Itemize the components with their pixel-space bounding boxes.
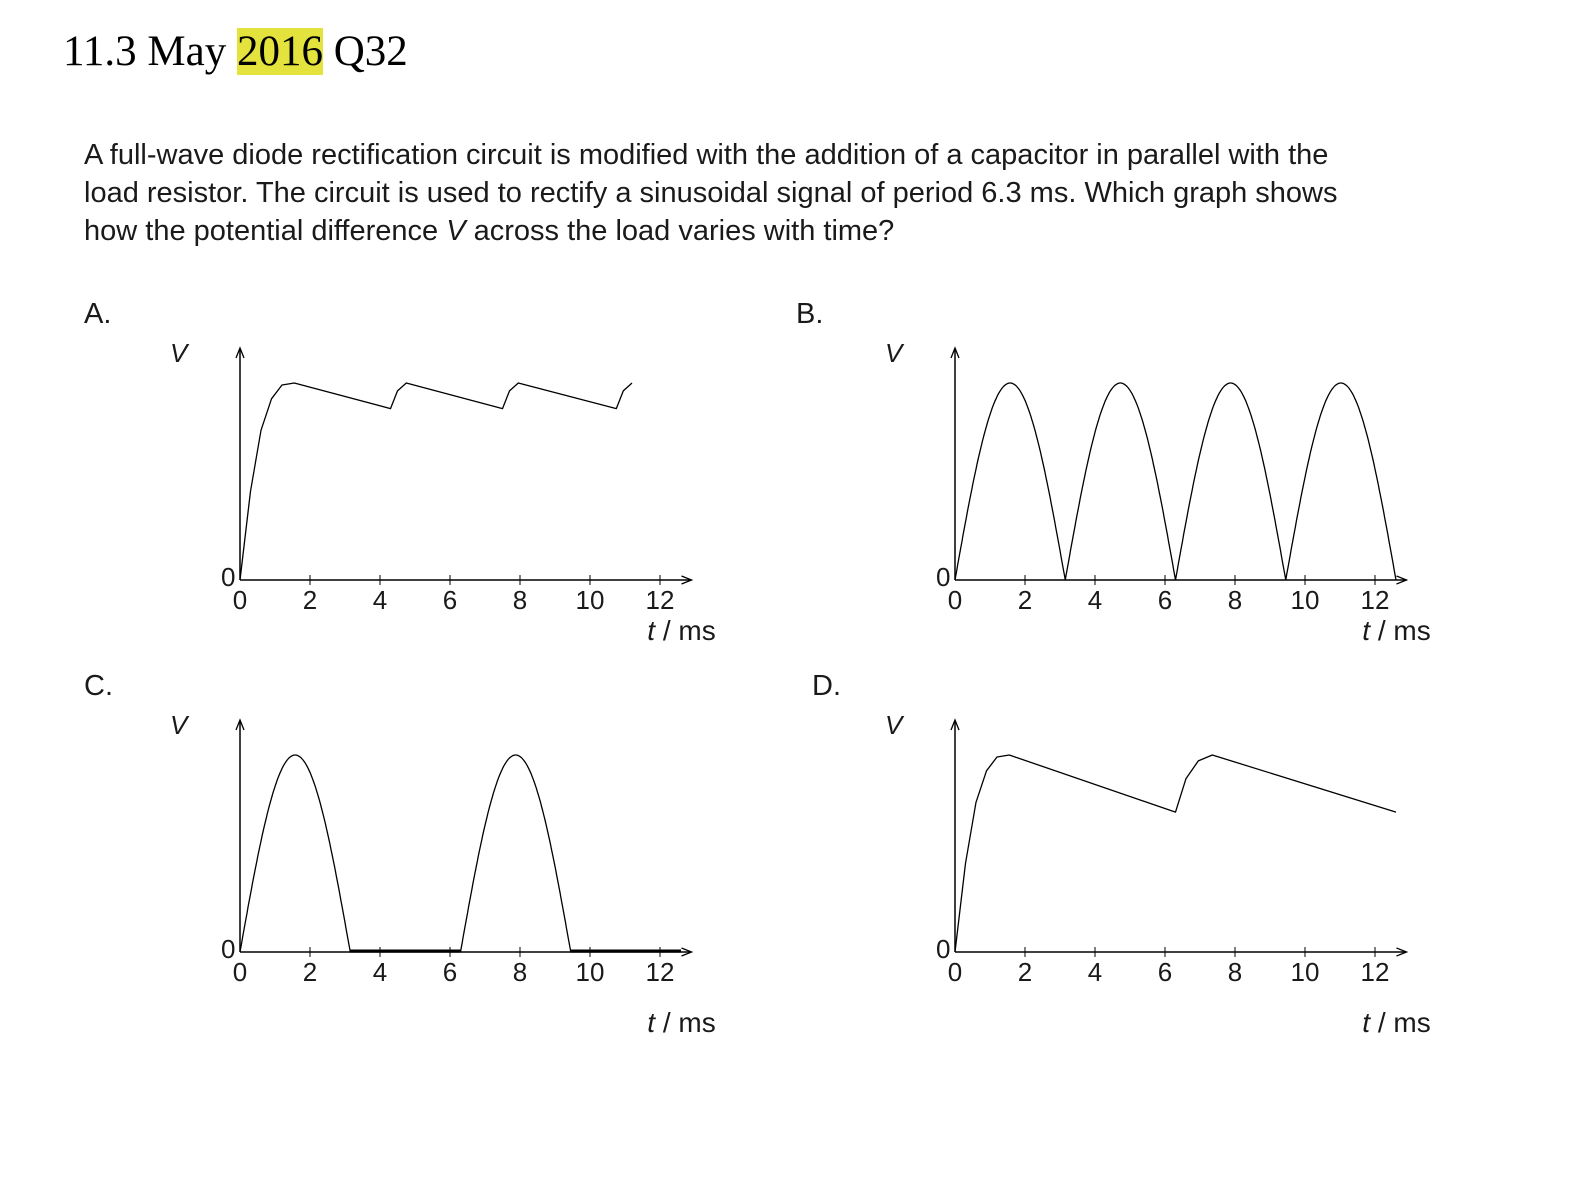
question-line-3-post: across the load varies with time? (465, 215, 895, 247)
data-curve (954, 382, 1397, 581)
x-tick-label: 6 (1158, 957, 1172, 987)
title-prefix: 11.3 May (63, 28, 237, 75)
question-line-1: A full-wave diode rectification circuit … (84, 139, 1329, 171)
x-tick-label: 12 (1361, 957, 1390, 987)
y-axis-label: V (170, 338, 190, 368)
x-axis-arrow (681, 575, 694, 585)
graph-c[interactable]: V 00 2 4 6 8 10 12 t / ms (160, 702, 760, 1062)
title-suffix: Q32 (322, 28, 408, 75)
x-tick-label: 10 (576, 585, 605, 615)
question-line-3: how the potential difference V across th… (84, 212, 1524, 250)
x-tick-label: 4 (1088, 957, 1102, 987)
title-year-highlight: 2016 (236, 28, 323, 75)
x-tick-label: 10 (1291, 585, 1320, 615)
data-curve (954, 754, 1397, 953)
x-tick-label: 8 (513, 585, 527, 615)
graph-d[interactable]: V 00 2 4 6 8 10 12 t / ms (875, 702, 1475, 1062)
x-axis-arrow (681, 947, 694, 957)
origin-label: 0 (936, 934, 950, 964)
x-axis-label: t / ms (1362, 1007, 1430, 1038)
y-axis-arrow (950, 346, 960, 359)
y-axis-label: V (885, 710, 905, 740)
x-tick-label: 12 (646, 957, 675, 987)
x-axis-label: t / ms (647, 1007, 715, 1038)
x-tick-label: 10 (576, 957, 605, 987)
y-axis-label: V (885, 338, 905, 368)
option-b-label[interactable]: B. (796, 298, 824, 330)
graph-b[interactable]: V 00 2 4 6 8 10 12t / ms (875, 330, 1475, 670)
question-line-2: load resistor. The circuit is used to re… (84, 177, 1338, 209)
option-a-label[interactable]: A. (84, 298, 112, 330)
question-title: 11.3 May 2016 Q32 (63, 26, 408, 78)
option-d-label[interactable]: D. (812, 670, 841, 702)
x-tick-label: 0 (948, 585, 962, 615)
question-line-3-pre: how the potential difference (84, 215, 447, 247)
x-tick-label: 4 (373, 957, 387, 987)
x-tick-label: 0 (233, 957, 247, 987)
x-tick-label: 8 (1228, 585, 1242, 615)
x-tick-label: 0 (948, 957, 962, 987)
origin-label: 0 (936, 562, 950, 592)
y-axis-label: V (170, 710, 190, 740)
x-tick-label: 8 (513, 957, 527, 987)
x-tick-label: 2 (1018, 957, 1032, 987)
x-tick-label: 12 (646, 585, 675, 615)
x-tick-label: 6 (1158, 585, 1172, 615)
x-tick-label: 2 (303, 957, 317, 987)
graph-a[interactable]: V 00 2 4 6 8 10 12t / ms (160, 330, 760, 670)
x-tick-label: 6 (443, 585, 457, 615)
x-axis-arrow (1396, 947, 1409, 957)
x-tick-label: 4 (1088, 585, 1102, 615)
x-axis-arrow (1396, 575, 1409, 585)
data-curve (239, 382, 633, 581)
x-tick-label: 2 (303, 585, 317, 615)
x-tick-label: 0 (233, 585, 247, 615)
origin-label: 0 (221, 562, 235, 592)
x-tick-label: 8 (1228, 957, 1242, 987)
x-tick-label: 12 (1361, 585, 1390, 615)
x-tick-label: 2 (1018, 585, 1032, 615)
x-tick-label: 6 (443, 957, 457, 987)
x-axis-label: t / ms (647, 615, 715, 646)
x-tick-label: 10 (1291, 957, 1320, 987)
origin-label: 0 (221, 934, 235, 964)
y-axis-arrow (235, 346, 245, 359)
data-curve (239, 754, 681, 953)
y-axis-arrow (235, 718, 245, 731)
y-axis-arrow (950, 718, 960, 731)
option-c-label[interactable]: C. (84, 670, 113, 702)
x-tick-label: 4 (373, 585, 387, 615)
question-text: A full-wave diode rectification circuit … (84, 136, 1524, 250)
question-variable-v: V (446, 215, 466, 247)
x-axis-label: t / ms (1362, 615, 1430, 646)
